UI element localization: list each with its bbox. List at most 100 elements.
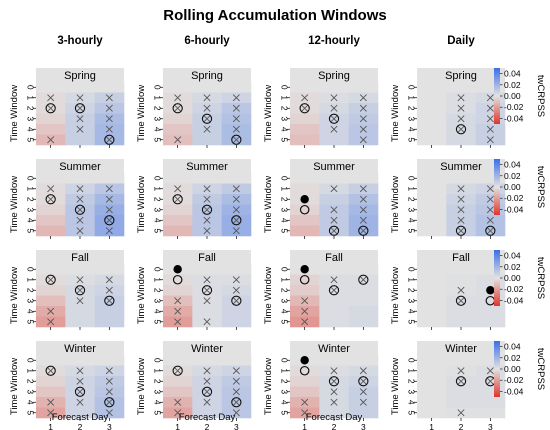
heatmap-cell bbox=[36, 295, 66, 307]
x-glyph bbox=[76, 377, 84, 385]
heatmap-cell bbox=[475, 295, 506, 307]
x-marker bbox=[105, 409, 113, 417]
x-marker bbox=[203, 377, 211, 385]
circled-x-marker bbox=[328, 285, 340, 296]
x-glyph bbox=[330, 367, 338, 375]
colorbar-tick-label: -0.02 bbox=[504, 193, 524, 203]
heatmap-cell bbox=[65, 355, 95, 366]
x-marker bbox=[76, 227, 84, 235]
heatmap-cell bbox=[417, 355, 447, 366]
x-marker bbox=[76, 276, 84, 284]
heatmap-cell bbox=[36, 386, 66, 398]
y-tick-label: 3 bbox=[406, 389, 416, 394]
panel-title: Summer bbox=[59, 161, 101, 173]
heatmap-cell bbox=[446, 316, 476, 328]
panel-3-hourly-summer: Summer 0 1 2 3 4 5 Time Window bbox=[9, 159, 125, 239]
y-tick-label: 4 bbox=[25, 309, 35, 314]
x-glyph bbox=[486, 377, 494, 385]
x-glyph bbox=[105, 377, 113, 385]
heatmap-cell bbox=[446, 397, 476, 408]
heatmap-cell bbox=[475, 173, 506, 184]
x-marker bbox=[105, 227, 113, 235]
x-marker bbox=[105, 286, 113, 294]
heatmap-cell bbox=[417, 82, 447, 93]
x-marker bbox=[232, 227, 240, 235]
x-axis-label: Forecast Day bbox=[52, 412, 109, 423]
heatmap-cell bbox=[319, 194, 349, 205]
x-tick-label: 1 bbox=[429, 422, 434, 430]
x-glyph bbox=[174, 104, 182, 112]
y-tick-label: 3 bbox=[152, 207, 162, 212]
heatmap-cell bbox=[163, 386, 193, 398]
panel-Daily-fall: Fall 0 1 2 3 4 5 Time Window bbox=[390, 250, 506, 330]
heatmap-cell bbox=[348, 306, 379, 317]
y-tick-label: 0 bbox=[152, 85, 162, 90]
x-marker bbox=[105, 276, 113, 284]
x-glyph bbox=[105, 115, 113, 123]
marker-ring bbox=[172, 365, 183, 376]
heatmap-cell bbox=[417, 365, 447, 377]
circled-x-marker bbox=[201, 285, 213, 296]
heatmap-cell bbox=[319, 295, 349, 307]
y-tick-label: 4 bbox=[25, 127, 35, 132]
x-marker bbox=[232, 286, 240, 294]
x-glyph bbox=[105, 227, 113, 235]
x-glyph bbox=[174, 297, 182, 305]
panel-header bbox=[36, 68, 124, 82]
x-marker bbox=[76, 398, 84, 406]
y-axis-label: Time Window bbox=[390, 358, 401, 415]
y-tick-label: 1 bbox=[279, 277, 289, 282]
y-tick-label: 4 bbox=[25, 218, 35, 223]
y-tick-label: 5 bbox=[279, 137, 289, 142]
panel-title: Spring bbox=[64, 70, 96, 82]
y-tick-label: 3 bbox=[152, 116, 162, 121]
marker-ring bbox=[201, 386, 213, 397]
heatmap-cell bbox=[446, 134, 476, 146]
colorbar-tick-label: 0.02 bbox=[504, 171, 521, 181]
x-marker bbox=[457, 216, 465, 224]
heatmap-cell bbox=[36, 285, 66, 296]
x-glyph bbox=[105, 216, 113, 224]
x-marker bbox=[174, 318, 182, 326]
x-tick-label: 1 bbox=[48, 422, 53, 430]
x-glyph bbox=[203, 227, 211, 235]
panel-header bbox=[417, 68, 505, 82]
filled-circle-marker bbox=[486, 286, 495, 295]
circled-x-marker bbox=[358, 225, 369, 236]
y-tick-label: 5 bbox=[406, 228, 416, 233]
panel-header bbox=[36, 341, 124, 355]
panel-title: Spring bbox=[318, 70, 350, 82]
x-glyph bbox=[457, 185, 465, 193]
heatmap-cell bbox=[475, 306, 506, 317]
x-glyph bbox=[301, 318, 309, 326]
x-marker bbox=[47, 409, 55, 417]
x-marker bbox=[232, 185, 240, 193]
heatmap-cell bbox=[417, 397, 447, 408]
x-marker bbox=[330, 367, 338, 375]
x-glyph bbox=[76, 104, 84, 112]
heatmap-cell bbox=[348, 316, 379, 328]
x-glyph bbox=[203, 104, 211, 112]
y-tick-label: 4 bbox=[152, 400, 162, 405]
y-tick-label: 5 bbox=[25, 137, 35, 142]
y-tick-label: 0 bbox=[406, 85, 416, 90]
y-axis-label: Time Window bbox=[263, 267, 274, 324]
marker-ring bbox=[104, 295, 115, 306]
circled-x-marker bbox=[104, 134, 115, 145]
x-glyph bbox=[203, 388, 211, 396]
x-marker bbox=[105, 115, 113, 123]
x-tick-label: 3 bbox=[488, 422, 493, 430]
x-marker bbox=[359, 216, 367, 224]
x-glyph bbox=[105, 185, 113, 193]
heatmap-cell bbox=[36, 113, 66, 125]
panel-header bbox=[290, 159, 378, 173]
heatmap-cell bbox=[36, 204, 66, 216]
circled-x-marker bbox=[45, 194, 56, 205]
heatmap-cell bbox=[221, 264, 252, 275]
x-marker bbox=[76, 216, 84, 224]
x-glyph bbox=[105, 367, 113, 375]
x-marker bbox=[232, 377, 240, 385]
x-glyph bbox=[486, 125, 494, 133]
x-marker bbox=[330, 104, 338, 112]
heatmap-cell bbox=[163, 124, 193, 135]
